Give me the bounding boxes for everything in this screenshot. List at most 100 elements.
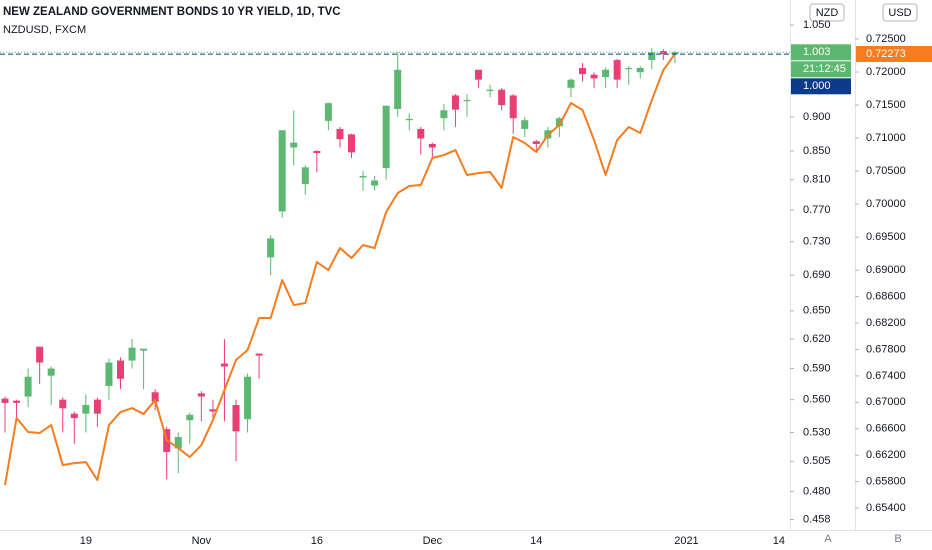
candle-body: [498, 89, 506, 106]
y2-tick-label: 0.68200: [866, 317, 906, 329]
price-label-box: [791, 44, 851, 61]
chart-subtitle: NZDUSD, FXCM: [3, 24, 86, 36]
price-label: 1.003: [803, 46, 831, 58]
candle-body: [625, 67, 633, 70]
y-tick-label: 0.480: [803, 485, 831, 497]
candle-body: [359, 176, 367, 178]
candle-body: [117, 360, 124, 379]
candle-body: [313, 150, 321, 154]
candle-body: [555, 118, 563, 127]
candle-body: [197, 393, 205, 397]
candle-body: [567, 79, 575, 88]
candle-body: [579, 67, 586, 75]
candle-body: [82, 405, 90, 414]
y-tick-label: 0.850: [803, 145, 831, 157]
candle-body: [59, 399, 67, 409]
candle-body: [290, 142, 298, 148]
candle-body: [140, 348, 148, 351]
y-tick-label: 0.560: [803, 394, 831, 406]
candle-body: [174, 436, 182, 449]
candle-body: [301, 167, 309, 185]
y-tick-label: 0.620: [803, 333, 831, 345]
y2-tick-label: 0.68600: [866, 291, 906, 303]
candle-body: [36, 346, 44, 363]
line-series: [4, 53, 676, 486]
y-tick-label: 0.690: [803, 269, 831, 281]
candle-body: [451, 95, 459, 110]
candle-body: [417, 128, 425, 139]
candle-body: [371, 180, 379, 186]
candle-body: [602, 69, 610, 78]
axis-unit-box[interactable]: [809, 3, 845, 22]
candle-body: [47, 368, 55, 376]
candle-body: [151, 392, 159, 402]
x-tick-label: 2021: [674, 535, 698, 547]
y2-tick-label: 0.70500: [866, 165, 906, 177]
price-label-box: [856, 45, 932, 62]
x-tick-label: 14: [773, 535, 785, 547]
scale-button[interactable]: A: [824, 533, 832, 545]
candle-body: [428, 143, 436, 148]
y2-tick-label: 0.72000: [866, 66, 906, 78]
candle-body: [463, 99, 471, 102]
candle-body: [255, 353, 263, 356]
candle-body: [128, 347, 136, 361]
candle-body: [509, 95, 517, 119]
y-tick-label: 1.050: [803, 19, 831, 31]
y2-tick-label: 0.70000: [866, 198, 906, 210]
candle-body: [186, 414, 194, 421]
candle-body: [613, 60, 621, 80]
candle-body: [521, 120, 529, 129]
candle-body: [70, 413, 78, 419]
candle-body: [13, 400, 21, 403]
y-tick-label: 0.530: [803, 426, 831, 438]
scale-button[interactable]: B: [894, 533, 901, 545]
y2-tick-label: 0.71000: [866, 132, 906, 144]
y-tick-label: 0.650: [803, 305, 831, 317]
y2-tick-label: 0.67400: [866, 370, 906, 382]
price-label: 21:12:45: [803, 63, 846, 75]
candle-body: [440, 110, 448, 119]
y-tick-label: 0.505: [803, 455, 831, 467]
candle-body: [1, 398, 9, 403]
x-tick-label: 14: [530, 535, 542, 547]
candle-body: [648, 52, 656, 61]
y2-tick-label: 0.69000: [866, 264, 906, 276]
candle-body: [590, 74, 598, 79]
x-tick-label: 19: [80, 535, 92, 547]
price-label-box: [791, 61, 851, 78]
candle-body: [105, 362, 113, 386]
axis-unit-box[interactable]: [882, 3, 918, 22]
candle-body: [532, 141, 540, 144]
y-tick-label: 0.810: [803, 174, 831, 186]
candle-body: [93, 399, 101, 414]
chart-title: NEW ZEALAND GOVERNMENT BONDS 10 YR YIELD…: [3, 6, 341, 18]
candle-body: [220, 363, 228, 367]
y2-tick-label: 0.72500: [866, 33, 906, 45]
candle-body: [267, 238, 275, 258]
x-tick-label: Dec: [423, 535, 443, 547]
y2-tick-label: 0.66200: [866, 449, 906, 461]
y2-tick-label: 0.67000: [866, 396, 906, 408]
candle-body: [278, 130, 286, 212]
y-tick-label: 0.730: [803, 236, 831, 248]
y-tick-label: 0.900: [803, 111, 831, 123]
price-label: 0.72273: [866, 48, 906, 60]
y2-unit: USD: [888, 7, 911, 19]
candle-body: [475, 69, 483, 80]
candle-body: [24, 376, 32, 397]
y2-tick-label: 0.71500: [866, 99, 906, 111]
y2-tick-label: 0.66600: [866, 423, 906, 435]
y-unit: NZD: [816, 7, 839, 19]
x-tick-label: 16: [311, 535, 323, 547]
candle-body: [382, 105, 390, 169]
candle-body: [348, 134, 355, 153]
y2-tick-label: 0.65400: [866, 502, 906, 514]
candle-body: [486, 89, 494, 91]
candle-body: [636, 67, 644, 73]
y2-tick-label: 0.69500: [866, 231, 906, 243]
candle-body: [394, 69, 402, 109]
